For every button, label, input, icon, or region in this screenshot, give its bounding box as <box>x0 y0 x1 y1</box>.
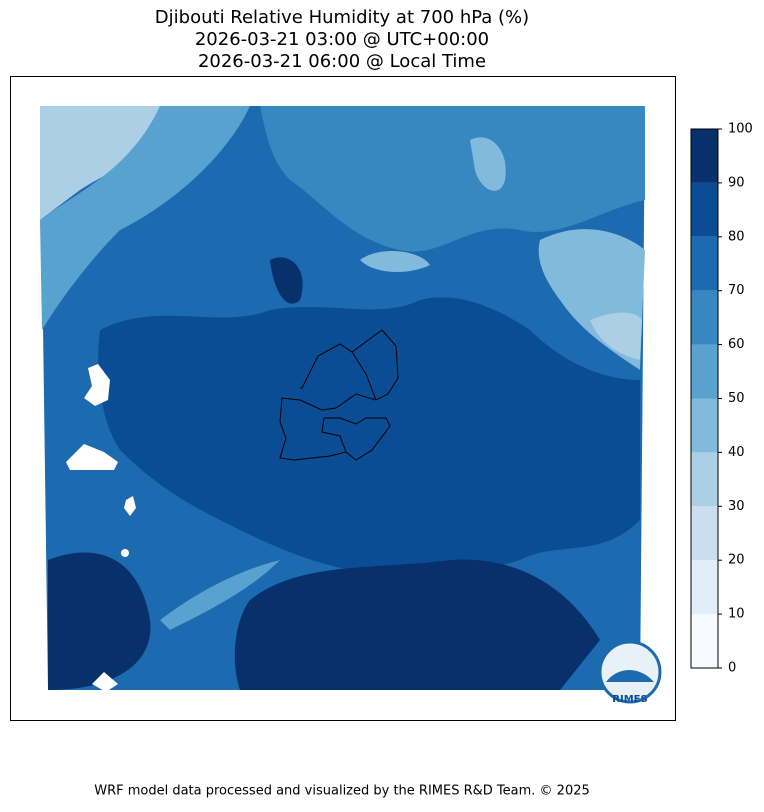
field-moderate <box>260 106 645 252</box>
colorbar-tick-label: 30 <box>728 499 745 514</box>
footer: WRF model data processed and visualized … <box>94 784 590 799</box>
colorbar: 0 10 20 30 40 50 60 70 80 90 100 <box>690 122 753 676</box>
logo-text: RIMES <box>612 694 647 705</box>
colorbar-bin <box>691 182 718 237</box>
colorbar-tick-label: 60 <box>728 337 745 352</box>
field-saturated <box>48 552 151 690</box>
field-humid <box>98 297 641 570</box>
colorbar-bin <box>691 236 718 291</box>
colorbar-bin <box>691 614 718 668</box>
title-line: Djibouti Relative Humidity at 700 hPa (%… <box>155 7 529 28</box>
missing-data <box>124 496 136 516</box>
title-line: 2026-03-21 06:00 @ Local Time <box>198 51 486 72</box>
colorbar-tick-label: 0 <box>728 661 736 676</box>
map: RIMES <box>40 106 662 705</box>
field-saturated <box>270 257 303 304</box>
missing-data <box>92 672 118 692</box>
colorbar-bin <box>691 344 718 399</box>
title-line: 2026-03-21 03:00 @ UTC+00:00 <box>195 29 489 50</box>
field-dry <box>40 106 160 220</box>
field-saturated <box>234 559 600 690</box>
field-moderate <box>40 106 250 330</box>
colorbar-bin <box>691 452 718 507</box>
colorbar-tick-label: 50 <box>728 391 745 406</box>
colorbar-bin <box>691 290 718 345</box>
colorbar-bin <box>691 560 718 615</box>
missing-data <box>121 549 129 557</box>
logo-wave <box>606 670 654 682</box>
colorbar-tick-label: 10 <box>728 607 745 622</box>
field-dry <box>470 137 506 191</box>
missing-data <box>84 364 110 406</box>
colorbar-tick-label: 20 <box>728 553 745 568</box>
colorbar-tick-label: 70 <box>728 283 745 298</box>
colorbar-bin <box>691 398 718 453</box>
colorbar-tick-label: 80 <box>728 229 745 244</box>
field-dry <box>590 312 642 360</box>
colorbar-tick-label: 100 <box>728 122 753 137</box>
colorbar-tick-label: 40 <box>728 445 745 460</box>
field-moderate <box>160 560 280 630</box>
colorbar-bin <box>691 129 718 183</box>
colorbar-tick-label: 90 <box>728 175 745 190</box>
missing-data <box>66 444 118 470</box>
country-border <box>279 329 399 461</box>
colorbar-bin <box>691 506 718 561</box>
field-dry <box>360 250 430 272</box>
